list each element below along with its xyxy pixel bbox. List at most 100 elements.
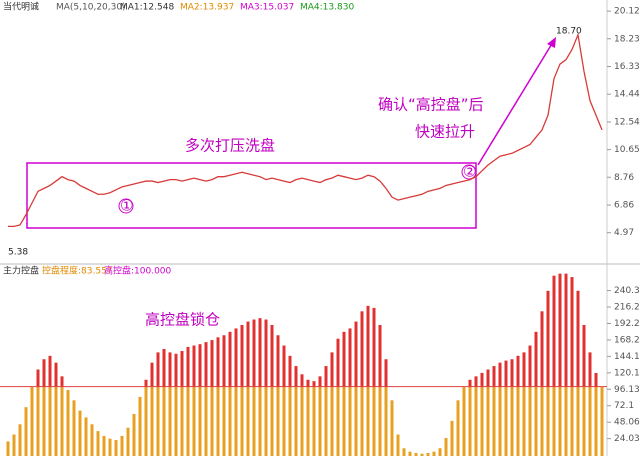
bar-lower <box>288 386 292 456</box>
bar-lower <box>498 386 502 456</box>
bar <box>414 453 418 456</box>
bar-upper <box>228 331 232 387</box>
bar <box>30 386 34 456</box>
bar-upper <box>258 318 262 387</box>
bar <box>366 305 370 456</box>
bar-upper <box>480 372 484 387</box>
bar-lower <box>540 386 544 456</box>
bar-lower <box>426 453 430 456</box>
bar-upper <box>240 325 244 387</box>
bar-lower <box>372 386 376 456</box>
y-tick-label: 24.03 <box>614 434 640 444</box>
bar-upper <box>588 352 592 387</box>
bar <box>456 400 460 456</box>
bar <box>522 352 526 456</box>
bar-lower <box>186 386 190 456</box>
bar-lower <box>318 386 322 456</box>
bar-upper <box>48 355 52 387</box>
arrow-head <box>547 37 556 48</box>
bar-lower <box>348 386 352 456</box>
y-tick-label: 48.06 <box>614 418 640 428</box>
bar <box>150 362 154 456</box>
bar <box>372 307 376 456</box>
bar <box>120 435 124 456</box>
bar <box>588 352 592 456</box>
bar-upper <box>174 353 178 387</box>
bar <box>306 379 310 456</box>
header-label: MA2:13.937 <box>180 3 234 13</box>
bar-upper <box>504 360 508 387</box>
bar-lower <box>600 386 604 456</box>
bar <box>270 325 274 456</box>
y-tick-label: 4.97 <box>614 228 634 238</box>
bar-lower <box>258 386 262 456</box>
bar <box>378 325 382 456</box>
bar-upper <box>270 325 274 387</box>
bar-lower <box>342 386 346 456</box>
bar <box>276 335 280 456</box>
bar-upper <box>552 275 556 387</box>
bar <box>48 355 52 456</box>
bar-upper <box>576 290 580 387</box>
bar-lower <box>96 431 100 456</box>
bar-upper <box>594 372 598 387</box>
bar <box>132 414 136 456</box>
bar-lower <box>36 386 40 456</box>
bar <box>174 353 178 456</box>
bar <box>576 290 580 456</box>
bar-upper <box>198 344 202 387</box>
header-label: 控盘程度:83.557 <box>42 265 113 277</box>
bar-lower <box>438 448 442 456</box>
bar-lower <box>468 386 472 456</box>
bar-upper <box>360 311 364 387</box>
bar-lower <box>150 386 154 456</box>
bar <box>246 321 250 456</box>
bar-lower <box>18 424 22 456</box>
bar <box>234 328 238 456</box>
bar-upper <box>216 337 220 387</box>
bar-lower <box>594 386 598 456</box>
bar <box>84 417 88 456</box>
bar-lower <box>552 386 556 456</box>
circle-1 <box>118 198 134 214</box>
panel-title: 当代明诚 <box>3 1 39 13</box>
bar-upper <box>354 321 358 387</box>
bar-lower <box>174 386 178 456</box>
bar <box>594 372 598 456</box>
bar <box>210 340 214 456</box>
bar <box>330 352 334 456</box>
bar-upper <box>510 359 514 387</box>
bar <box>72 400 76 456</box>
bar-upper <box>564 273 568 387</box>
bar <box>114 440 118 456</box>
bar <box>204 342 208 456</box>
bar-upper <box>336 338 340 387</box>
bar-lower <box>516 386 520 456</box>
bar <box>168 352 172 456</box>
bar <box>66 390 70 456</box>
annotation: 快速拉升 <box>415 123 475 141</box>
y-tick-label: 72.1 <box>614 401 634 411</box>
bar-lower <box>90 424 94 456</box>
bar-upper <box>180 351 184 387</box>
bar-lower <box>444 437 448 456</box>
bar-lower <box>564 386 568 456</box>
bar <box>408 451 412 456</box>
annotation: 多次打压洗盘 <box>185 137 275 155</box>
y-tick-label: 12.54 <box>614 117 640 127</box>
bar-upper <box>276 335 280 387</box>
bar-upper <box>264 319 268 387</box>
bar-upper <box>546 290 550 387</box>
bar-lower <box>312 386 316 456</box>
bar-upper <box>522 352 526 387</box>
bar-lower <box>114 440 118 456</box>
bar <box>156 352 160 456</box>
bar-lower <box>180 386 184 456</box>
bar-lower <box>306 386 310 456</box>
bar-lower <box>66 390 70 456</box>
bar-lower <box>576 386 580 456</box>
bar-lower <box>522 386 526 456</box>
bar-lower <box>30 386 34 456</box>
bar-lower <box>420 453 424 456</box>
bar-lower <box>204 386 208 456</box>
